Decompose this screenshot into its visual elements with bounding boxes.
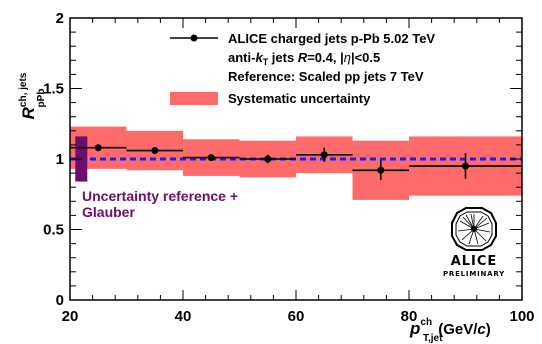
y-tick-label-2: 1 bbox=[56, 151, 64, 168]
legend-entry-data: ALICE charged jets p-Pb 5.02 TeV bbox=[228, 31, 435, 46]
x-axis-title-sub: T,jet bbox=[423, 333, 443, 344]
data-point-0 bbox=[94, 144, 102, 152]
x-tick-label-4: 100 bbox=[509, 308, 534, 325]
data-point-1 bbox=[151, 147, 159, 155]
legend-entry-reference: Reference: Scaled pp jets 7 TeV bbox=[228, 69, 424, 84]
legend-entry-jets: anti-kT jets R=0.4, |η|<0.5 bbox=[228, 50, 380, 67]
x-tick-label-1: 40 bbox=[175, 308, 192, 325]
y-tick-label-4: 2 bbox=[56, 10, 64, 27]
svg-text:Rch, jets: Rch, jets bbox=[18, 72, 38, 119]
data-points-layer bbox=[70, 144, 522, 181]
y-tick-label-1: 0.5 bbox=[43, 222, 64, 239]
alice-logo-icon: ALICE PRELIMINARY bbox=[443, 207, 505, 278]
axis-ticks: 20 40 60 80 100 0 0.5 1 1.5 2 bbox=[43, 10, 534, 325]
legend-systematic-swatch bbox=[170, 92, 218, 105]
legend-marker-point bbox=[190, 34, 198, 42]
data-point-3 bbox=[264, 155, 272, 163]
x-tick-label-0: 20 bbox=[62, 308, 79, 325]
data-point-6 bbox=[462, 162, 469, 170]
x-tick-label-3: 80 bbox=[401, 308, 418, 325]
legend-entry-systematic: Systematic uncertainty bbox=[228, 91, 371, 106]
y-axis-title-main: R bbox=[19, 106, 38, 119]
annotation-line-1: Uncertainty reference + bbox=[82, 188, 238, 204]
x-tick-label-2: 60 bbox=[288, 308, 305, 325]
y-axis-title-sup: ch, jets bbox=[18, 72, 29, 107]
x-axis-title: pch (GeV/c) T,jet bbox=[409, 317, 491, 344]
legend: ALICE charged jets p-Pb 5.02 TeV anti-kT… bbox=[170, 31, 435, 106]
x-axis-title-main: p bbox=[409, 319, 420, 338]
x-axis-title-sup: ch bbox=[420, 317, 432, 328]
x-axis-title-unit: (GeV/ bbox=[434, 321, 478, 338]
data-point-2 bbox=[207, 154, 215, 162]
alice-logo-emblem bbox=[451, 207, 497, 251]
data-point-5 bbox=[377, 166, 385, 174]
y-tick-label-0: 0 bbox=[56, 292, 64, 309]
y-axis-title-sub: pPb bbox=[36, 89, 47, 108]
y-tick-label-3: 1.5 bbox=[43, 81, 64, 98]
y-axis-title: Rch, jets pPb bbox=[18, 72, 47, 119]
data-point-4 bbox=[320, 151, 328, 159]
alice-logo-text: ALICE bbox=[451, 254, 498, 269]
svg-text:pPb: pPb bbox=[36, 89, 47, 108]
x-axis-title-unit-close: ) bbox=[486, 321, 491, 338]
uncertainty-annotation: Uncertainty reference + Glauber bbox=[82, 188, 238, 220]
annotation-line-2: Glauber bbox=[82, 204, 135, 220]
svg-text:pch (GeV/c): pch (GeV/c) bbox=[409, 317, 491, 338]
x-axis-title-unit-var: c bbox=[477, 321, 486, 338]
alice-logo-subtext: PRELIMINARY bbox=[443, 270, 505, 278]
